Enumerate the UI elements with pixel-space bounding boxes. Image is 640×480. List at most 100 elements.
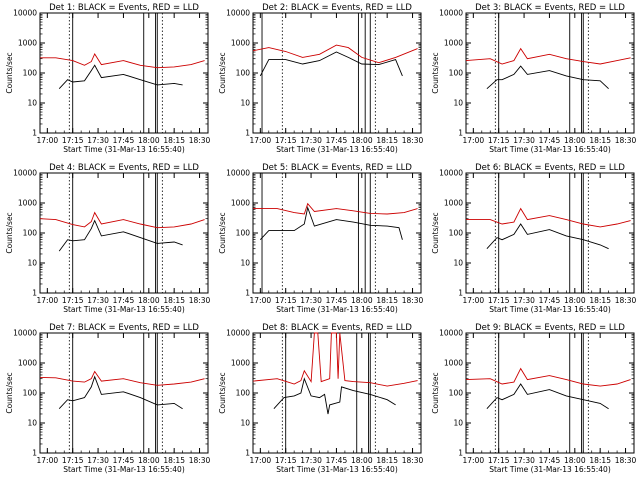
y-axis-label: Counts/sec — [5, 372, 14, 413]
x-tick-label: 18:00 — [351, 296, 373, 305]
y-tick-label: 1 — [245, 289, 250, 298]
x-tick-label: 18:00 — [351, 456, 373, 465]
y-tick-label: 100 — [236, 389, 251, 398]
x-tick-label: 17:30 — [300, 456, 322, 465]
x-tick-label: 17:00 — [250, 456, 272, 465]
series-lld-red — [252, 44, 418, 64]
y-tick-label: 10 — [27, 99, 37, 108]
x-tick-label: 17:45 — [326, 296, 348, 305]
y-tick-label: 10 — [240, 259, 250, 268]
x-tick-label: 18:15 — [163, 136, 185, 145]
x-axis-label: Start Time (31-Mar-13 16:55:40) — [489, 305, 611, 314]
x-tick-label: 18:15 — [163, 296, 185, 305]
y-tick-label: 100 — [449, 389, 464, 398]
y-tick-label: 10 — [453, 419, 463, 428]
x-tick-label: 17:45 — [113, 296, 135, 305]
x-tick-label: 17:15 — [62, 136, 84, 145]
series-events-black — [58, 219, 183, 252]
panel-det-3: Det 3: BLACK = Events, RED = LLD 1 10 100 10… — [431, 3, 637, 154]
panel-title: Det 5: BLACK = Events, RED = LLD — [262, 163, 412, 173]
y-tick-label: 1000 — [444, 359, 463, 368]
y-tick-label: 1000 — [18, 39, 37, 48]
y-tick-label: 1000 — [231, 359, 250, 368]
panel-title: Det 1: BLACK = Events, RED = LLD — [49, 3, 199, 13]
series-events-black — [486, 383, 609, 410]
x-tick-label: 17:00 — [37, 136, 59, 145]
y-tick-label: 1 — [245, 449, 250, 458]
x-tick-label: 18:15 — [589, 136, 611, 145]
x-axis-label: Start Time (31-Mar-13 16:55:40) — [276, 465, 398, 474]
y-tick-label: 10000 — [439, 329, 463, 338]
y-tick-label: 10000 — [226, 9, 250, 18]
series-events-black — [273, 377, 396, 415]
x-tick-label: 17:00 — [37, 456, 59, 465]
x-tick-label: 18:00 — [564, 136, 586, 145]
x-tick-label: 17:15 — [488, 456, 510, 465]
y-tick-label: 1000 — [444, 199, 463, 208]
plot-frame — [252, 172, 422, 294]
x-axis-label: Start Time (31-Mar-13 16:55:40) — [489, 465, 611, 474]
y-tick-label: 100 — [449, 229, 464, 238]
x-tick-label: 17:30 — [87, 136, 109, 145]
x-tick-label: 17:15 — [62, 456, 84, 465]
series-lld-red — [39, 370, 205, 386]
x-tick-label: 17:45 — [113, 456, 135, 465]
x-tick-label: 17:30 — [513, 296, 535, 305]
y-tick-label: 1 — [458, 129, 463, 138]
x-tick-label: 17:45 — [326, 456, 348, 465]
panel-det-8: Det 8: BLACK = Events, RED = LLD 1 10 100 10… — [218, 323, 424, 474]
x-tick-label: 18:00 — [138, 136, 160, 145]
y-axis-label: Counts/sec — [218, 52, 227, 93]
y-axis-label: Counts/sec — [5, 52, 14, 93]
x-tick-label: 17:30 — [87, 456, 109, 465]
x-tick-label: 17:45 — [113, 136, 135, 145]
y-tick-label: 10000 — [226, 329, 250, 338]
series-events-black — [58, 375, 183, 410]
plot-frame — [39, 172, 209, 294]
x-tick-label: 18:30 — [615, 136, 637, 145]
x-tick-label: 17:00 — [463, 296, 485, 305]
series-events-black — [259, 51, 403, 77]
x-tick-label: 18:30 — [402, 136, 424, 145]
plot-frame — [465, 12, 635, 134]
y-tick-label: 10000 — [439, 169, 463, 178]
x-tick-label: 17:30 — [300, 296, 322, 305]
x-tick-label: 18:15 — [589, 296, 611, 305]
x-tick-label: 18:30 — [402, 456, 424, 465]
y-tick-label: 10 — [240, 99, 250, 108]
panel-title: Det 2: BLACK = Events, RED = LLD — [262, 3, 412, 13]
series-lld-red — [40, 53, 205, 69]
x-tick-label: 18:30 — [189, 456, 211, 465]
x-tick-label: 18:00 — [351, 136, 373, 145]
series-events-black — [58, 64, 183, 90]
x-tick-label: 17:15 — [275, 136, 297, 145]
y-tick-label: 10 — [240, 419, 250, 428]
panel-title: Det 9: BLACK = Events, RED = LLD — [475, 323, 625, 333]
y-tick-label: 10 — [27, 259, 37, 268]
x-tick-label: 18:00 — [564, 456, 586, 465]
y-tick-label: 10000 — [13, 9, 37, 18]
y-tick-label: 100 — [236, 229, 251, 238]
y-tick-label: 100 — [23, 389, 38, 398]
y-tick-label: 100 — [236, 69, 251, 78]
series-lld-red — [465, 367, 631, 387]
panel-det-1: Det 1: BLACK = Events, RED = LLD 1 10 100 10… — [5, 3, 211, 154]
series-lld-red — [465, 47, 631, 65]
series-lld-red — [253, 202, 418, 215]
y-axis-label: Counts/sec — [431, 212, 440, 253]
x-tick-label: 18:15 — [376, 296, 398, 305]
x-tick-label: 17:00 — [250, 296, 272, 305]
y-tick-label: 10000 — [439, 9, 463, 18]
y-tick-label: 1 — [245, 129, 250, 138]
panel-title: Det 6: BLACK = Events, RED = LLD — [475, 163, 625, 173]
x-tick-label: 17:15 — [488, 296, 510, 305]
series-events-black — [486, 65, 609, 90]
y-axis-label: Counts/sec — [431, 52, 440, 93]
x-tick-label: 17:45 — [539, 296, 561, 305]
x-tick-label: 17:15 — [275, 456, 297, 465]
y-tick-label: 1000 — [18, 359, 37, 368]
x-tick-label: 18:30 — [615, 296, 637, 305]
panel-det-2: Det 2: BLACK = Events, RED = LLD 1 10 100 10… — [218, 3, 424, 154]
x-axis-label: Start Time (31-Mar-13 16:55:40) — [63, 465, 185, 474]
